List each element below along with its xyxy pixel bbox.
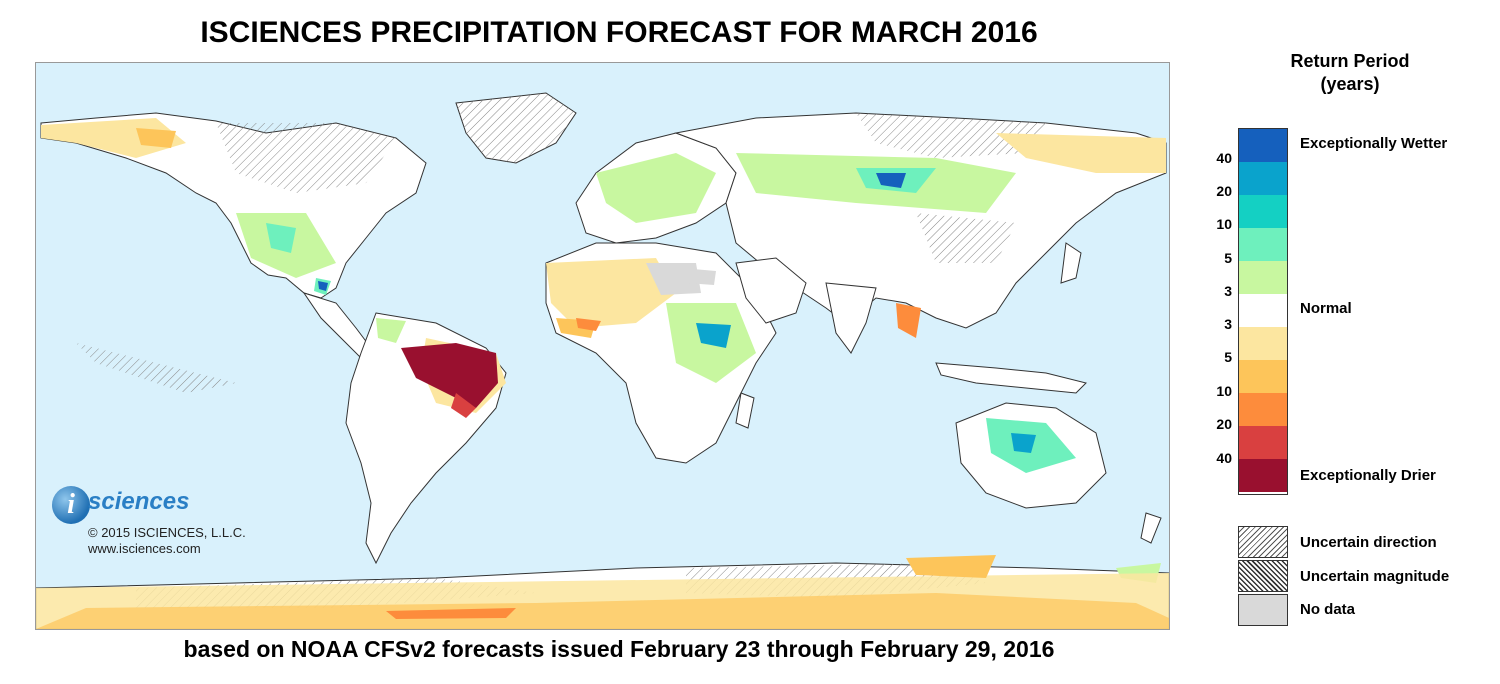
copyright-text: © 2015 ISCIENCES, L.L.C. [88, 525, 246, 540]
legend-swatch [1239, 360, 1287, 393]
map-title: ISCIENCES PRECIPITATION FORECAST FOR MAR… [200, 16, 1038, 49]
uncertain-direction-label: Uncertain direction [1300, 534, 1437, 551]
legend-swatch [1239, 195, 1287, 228]
legend-tick: 40 [1216, 150, 1232, 166]
legend-swatch [1239, 459, 1287, 492]
legend-swatch [1239, 261, 1287, 294]
copyright-block: © 2015 ISCIENCES, L.L.C. www.isciences.c… [88, 525, 246, 557]
indonesia-shape [935, 362, 1087, 394]
legend-tick: 20 [1216, 183, 1232, 199]
legend-swatch [1239, 327, 1287, 360]
legend-tick: 10 [1216, 383, 1232, 399]
legend-tick: 3 [1224, 316, 1232, 332]
legend-tick: 10 [1216, 216, 1232, 232]
legend-swatch [1239, 393, 1287, 426]
logo-wordmark: sciences [88, 488, 190, 515]
legend-tick: 5 [1224, 250, 1232, 266]
no-data-label: No data [1300, 601, 1356, 618]
legend-title-line2: (years) [1320, 74, 1380, 94]
new-zealand-shape [1140, 512, 1162, 544]
legend-color-bar [1238, 128, 1288, 495]
map-subtitle: based on NOAA CFSv2 forecasts issued Feb… [183, 636, 1055, 662]
no-data-regions [646, 263, 716, 295]
legend-tick: 5 [1224, 349, 1232, 365]
uncertain-magnitude-swatch [1238, 560, 1288, 592]
logo-i-circle: i [52, 486, 90, 524]
legend-title: Return Period (years) [1255, 50, 1445, 96]
uncertain-direction-swatch [1238, 526, 1288, 558]
legend-swatch [1239, 129, 1287, 162]
legend-tick: 40 [1216, 450, 1232, 466]
madagascar-shape [735, 392, 755, 429]
legend-label-normal: Normal [1300, 300, 1352, 317]
legend-swatch [1239, 228, 1287, 261]
arabia-shape [735, 257, 807, 324]
india-shape [825, 282, 877, 354]
legend-swatch [1239, 162, 1287, 195]
legend-label-wetter: Exceptionally Wetter [1300, 135, 1448, 152]
legend-swatch [1239, 294, 1287, 327]
legend-swatch [1239, 426, 1287, 459]
world-map [35, 62, 1170, 630]
world-map-graphic [36, 92, 1169, 629]
legend-tick: 20 [1216, 416, 1232, 432]
uncertain-magnitude-label: Uncertain magnitude [1300, 568, 1450, 585]
legend-title-line1: Return Period [1290, 51, 1410, 71]
no-data-swatch [1238, 594, 1288, 626]
legend-tick: 3 [1224, 283, 1232, 299]
legend-label-drier: Exceptionally Drier [1300, 467, 1436, 484]
japan-shape [1060, 242, 1082, 284]
website-text: www.isciences.com [88, 541, 201, 556]
drier-regions [36, 118, 1169, 629]
